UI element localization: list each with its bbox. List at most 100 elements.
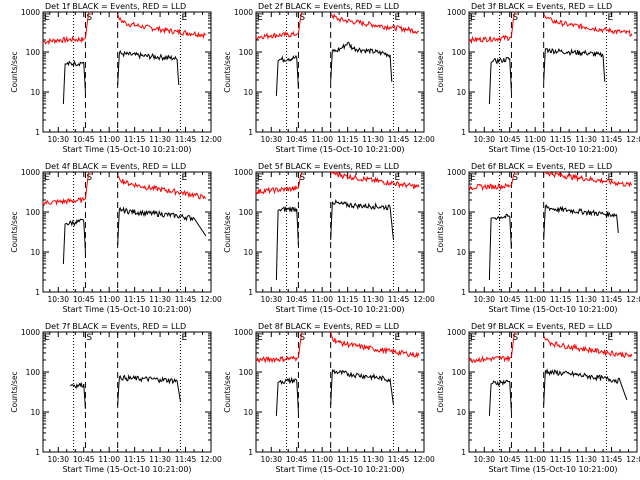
x-tick-label: 10:45 bbox=[73, 135, 95, 144]
series-line-lld bbox=[510, 171, 516, 186]
marker-label-e: E bbox=[257, 173, 263, 183]
y-tick-label: 100 bbox=[452, 208, 467, 217]
x-tick-label: 11:30 bbox=[362, 455, 384, 464]
x-tick-label: 11:15 bbox=[124, 135, 146, 144]
chart-title: Det 6f BLACK = Events, RED = LLD bbox=[471, 162, 612, 171]
y-tick-label: 100 bbox=[26, 48, 41, 57]
x-tick-label: 10:45 bbox=[73, 295, 95, 304]
y-axis-label: Counts/sec bbox=[223, 371, 232, 412]
y-axis-label: Counts/sec bbox=[10, 211, 19, 252]
series-line-events bbox=[330, 368, 394, 406]
x-tick-label: 11:30 bbox=[362, 135, 384, 144]
marker-label-e: E bbox=[257, 333, 263, 343]
marker-label-s: S bbox=[86, 13, 92, 23]
x-tick-label: 11:30 bbox=[575, 295, 597, 304]
y-tick-label: 100 bbox=[239, 368, 254, 377]
y-tick-label: 1 bbox=[461, 128, 466, 137]
x-tick-label: 10:45 bbox=[286, 455, 308, 464]
x-tick-label: 10:45 bbox=[73, 455, 95, 464]
x-tick-label: 11:00 bbox=[311, 135, 333, 144]
marker-label-s: S bbox=[299, 173, 305, 183]
x-tick-label: 10:30 bbox=[47, 455, 69, 464]
marker-label-e: E bbox=[257, 13, 263, 23]
series-line-events bbox=[117, 49, 180, 86]
plot-frame bbox=[42, 331, 212, 453]
x-tick-label: 11:15 bbox=[550, 135, 572, 144]
x-tick-label: 11:15 bbox=[337, 135, 359, 144]
series-line-events bbox=[488, 213, 512, 281]
y-tick-label: 10 bbox=[456, 88, 466, 97]
marker-label-e: E bbox=[181, 13, 187, 23]
series-line-lld bbox=[510, 331, 516, 358]
chart-title: Det 9f BLACK = Events, RED = LLD bbox=[471, 322, 612, 331]
chart-title: Det 8f BLACK = Events, RED = LLD bbox=[258, 322, 399, 331]
y-tick-label: 1 bbox=[35, 128, 40, 137]
x-tick-label: 11:30 bbox=[362, 295, 384, 304]
chart-title: Det 5f BLACK = Events, RED = LLD bbox=[258, 162, 399, 171]
x-tick-label: 10:45 bbox=[286, 295, 308, 304]
series-line-lld bbox=[42, 35, 86, 46]
chart-title: Det 3f BLACK = Events, RED = LLD bbox=[471, 2, 612, 11]
x-tick-label: 11:45 bbox=[388, 135, 410, 144]
y-tick-label: 1 bbox=[248, 288, 253, 297]
y-axis-label: Counts/sec bbox=[436, 51, 445, 92]
chart-panel-6: Det 6f BLACK = Events, RED = LLD 1 10 100 10… bbox=[436, 162, 640, 314]
series-line-lld bbox=[84, 11, 90, 39]
marker-label-e: E bbox=[181, 173, 187, 183]
x-tick-label: 11:00 bbox=[98, 135, 120, 144]
series-line-lld bbox=[255, 30, 299, 40]
y-tick-label: 100 bbox=[239, 208, 254, 217]
marker-label-e: E bbox=[44, 333, 50, 343]
series-line-lld bbox=[468, 355, 512, 364]
series-line-lld bbox=[255, 355, 299, 364]
series-line-events bbox=[117, 374, 181, 406]
x-tick-label: 12:00 bbox=[413, 295, 435, 304]
x-tick-label: 10:45 bbox=[499, 455, 521, 464]
x-tick-label: 11:45 bbox=[175, 295, 197, 304]
x-tick-label: 11:00 bbox=[524, 135, 546, 144]
y-tick-label: 10 bbox=[243, 408, 253, 417]
y-tick-label: 10 bbox=[243, 88, 253, 97]
plot-frame bbox=[468, 171, 638, 293]
x-tick-label: 10:30 bbox=[47, 135, 69, 144]
series-line-events bbox=[275, 54, 299, 96]
series-line-events bbox=[275, 205, 299, 281]
series-line-lld bbox=[330, 13, 420, 35]
chart-panel-9: Det 9f BLACK = Events, RED = LLD 1 10 100 10… bbox=[436, 322, 640, 474]
x-axis-label: Start Time (15-Oct-10 10:21:00) bbox=[488, 465, 617, 474]
plot-frame bbox=[255, 331, 425, 453]
series-line-lld bbox=[510, 11, 516, 37]
y-axis-label: Counts/sec bbox=[223, 211, 232, 252]
x-tick-label: 10:30 bbox=[260, 135, 282, 144]
x-tick-label: 12:00 bbox=[200, 135, 222, 144]
y-tick-label: 1 bbox=[35, 448, 40, 457]
x-tick-label: 10:45 bbox=[499, 135, 521, 144]
y-axis-label: Counts/sec bbox=[10, 371, 19, 412]
x-tick-label: 11:45 bbox=[601, 455, 623, 464]
x-tick-label: 12:00 bbox=[200, 295, 222, 304]
marker-label-e: E bbox=[44, 13, 50, 23]
marker-label-s: S bbox=[299, 333, 305, 343]
x-tick-label: 11:15 bbox=[337, 295, 359, 304]
marker-label-e: E bbox=[44, 173, 50, 183]
marker-label-e: E bbox=[470, 173, 476, 183]
x-tick-label: 11:15 bbox=[124, 295, 146, 304]
x-tick-label: 11:30 bbox=[149, 135, 171, 144]
series-line-lld bbox=[297, 171, 303, 188]
chart-panel-1: Det 1f BLACK = Events, RED = LLD 1 10 100 10… bbox=[10, 2, 222, 154]
x-tick-label: 10:45 bbox=[286, 135, 308, 144]
y-tick-label: 10 bbox=[456, 408, 466, 417]
plot-frame bbox=[255, 11, 425, 133]
x-axis-label: Start Time (15-Oct-10 10:21:00) bbox=[62, 145, 191, 154]
y-axis-label: Counts/sec bbox=[436, 371, 445, 412]
y-tick-label: 10 bbox=[456, 248, 466, 257]
chart-panel-5: Det 5f BLACK = Events, RED = LLD 1 10 100 10… bbox=[223, 162, 435, 314]
x-axis-label: Start Time (15-Oct-10 10:21:00) bbox=[488, 145, 617, 154]
chart-panel-3: Det 3f BLACK = Events, RED = LLD 1 10 100 10… bbox=[436, 2, 640, 154]
x-axis-label: Start Time (15-Oct-10 10:21:00) bbox=[62, 465, 191, 474]
x-tick-label: 11:30 bbox=[575, 135, 597, 144]
series-line-lld bbox=[255, 184, 299, 195]
marker-label-e: E bbox=[607, 333, 613, 343]
series-line-events bbox=[62, 218, 86, 265]
